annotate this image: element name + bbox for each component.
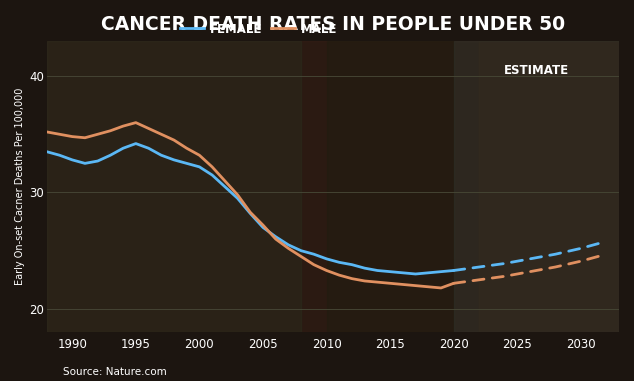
Bar (327, 41, 454, 332)
Text: ESTIMATE: ESTIMATE (504, 64, 569, 77)
Legend: FEMALE, MALE: FEMALE, MALE (175, 18, 342, 40)
Bar (479, 41, 619, 332)
Title: CANCER DEATH RATES IN PEOPLE UNDER 50: CANCER DEATH RATES IN PEOPLE UNDER 50 (101, 15, 565, 34)
Bar (454, 41, 619, 332)
Text: Source: Nature.com: Source: Nature.com (63, 367, 167, 377)
Y-axis label: Early On-set Cacner Deaths Per 100,000: Early On-set Cacner Deaths Per 100,000 (15, 88, 25, 285)
Bar (47, 41, 301, 332)
